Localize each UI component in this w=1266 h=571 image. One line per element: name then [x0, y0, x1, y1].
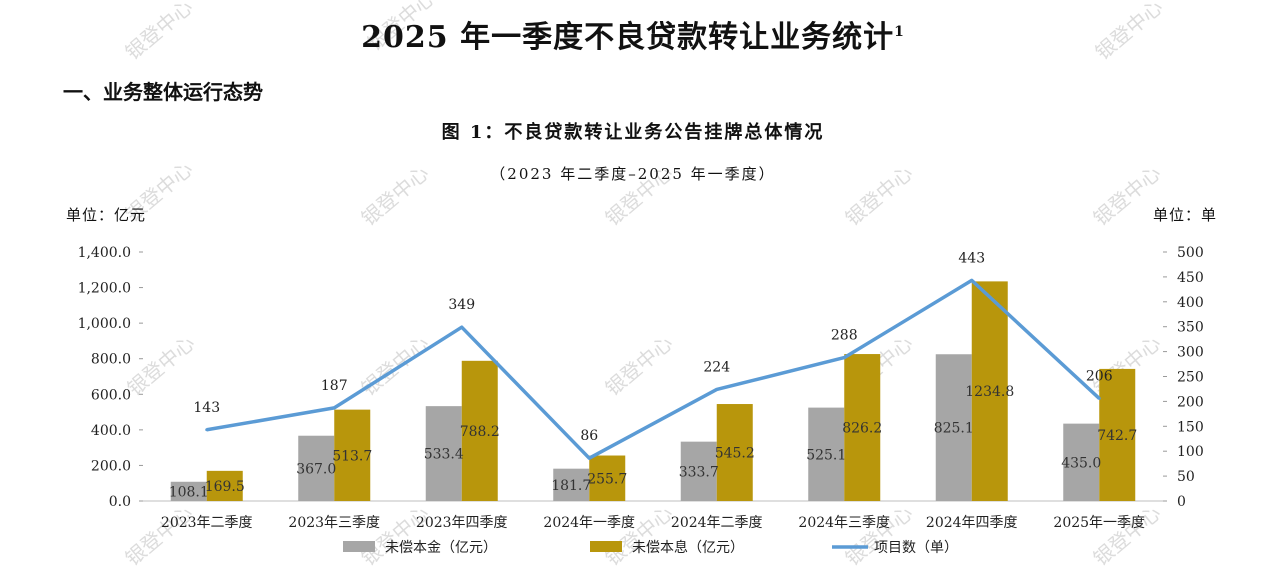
bar-principal-interest — [1099, 368, 1136, 501]
left-axis-tick-label: 200.0 — [91, 458, 131, 474]
right-axis-tick-label: 50 — [1177, 469, 1195, 485]
x-axis-tick-label: 2025年一季度 — [1053, 515, 1145, 531]
bar-principal — [170, 481, 207, 501]
right-axis-tick-label: 300 — [1177, 345, 1204, 361]
bar-data-label: 742.7 — [1097, 428, 1137, 444]
right-axis-tick-label: 100 — [1177, 444, 1204, 460]
bar-principal-interest — [334, 409, 371, 501]
line-point — [842, 356, 846, 360]
left-axis-tick-label: 0.0 — [109, 494, 131, 510]
bar-data-label: 513.7 — [332, 448, 372, 464]
line-data-label: 224 — [703, 359, 730, 375]
right-axis-tick-label: 150 — [1177, 419, 1204, 435]
bar-data-label: 333.7 — [679, 464, 719, 480]
x-axis-tick-label: 2024年一季度 — [543, 515, 635, 531]
section-heading: 一、业务整体运行态势 — [63, 80, 263, 104]
x-axis-tick-label: 2024年四季度 — [926, 515, 1018, 531]
bar-data-label: 181.7 — [551, 478, 591, 494]
legend-label: 项目数（单） — [874, 540, 958, 556]
line-point — [332, 406, 336, 410]
bar-principal-interest — [589, 455, 626, 501]
legend-label: 未偿本金（亿元） — [385, 540, 497, 556]
left-axis-tick-label: 800.0 — [91, 352, 131, 368]
line-data-label: 86 — [580, 428, 598, 444]
chart-title: 图 1：不良贷款转让业务公告挂牌总体情况 — [441, 122, 825, 143]
line-data-label: 187 — [321, 378, 348, 394]
bar-principal-interest — [971, 281, 1008, 501]
bar-principal — [680, 441, 717, 501]
line-data-label: 288 — [831, 328, 858, 344]
page-title-text: 2025 年一季度不良贷款转让业务统计 — [361, 20, 895, 55]
line-data-label: 443 — [958, 250, 985, 266]
right-axis-tick-label: 400 — [1177, 295, 1204, 311]
bar-data-label: 788.2 — [460, 424, 500, 440]
line-data-label: 143 — [193, 400, 220, 416]
bar-principal — [1063, 423, 1100, 501]
bar-data-label: 826.2 — [842, 421, 882, 437]
right-axis-tick-label: 250 — [1177, 370, 1204, 386]
bar-principal-interest — [206, 470, 243, 501]
bar-data-label: 255.7 — [587, 471, 627, 487]
title-footnote-marker: 1 — [894, 24, 905, 40]
x-axis-tick-label: 2023年三季度 — [288, 515, 380, 531]
bar-principal — [808, 407, 845, 501]
bar-data-label: 825.1 — [934, 421, 974, 437]
right-axis-unit: 单位：单 — [1153, 206, 1218, 224]
left-axis-tick-label: 1,200.0 — [78, 281, 131, 297]
bar-data-label: 1234.8 — [965, 384, 1014, 400]
x-axis-tick-label: 2023年四季度 — [416, 515, 508, 531]
line-point — [460, 325, 464, 329]
right-axis-tick-label: 450 — [1177, 270, 1204, 286]
x-axis-tick-label: 2023年二季度 — [161, 515, 253, 531]
line-point — [587, 456, 591, 460]
legend-swatch — [343, 541, 375, 552]
chart-subtitle: （2023 年二季度–2025 年一季度） — [490, 165, 776, 183]
right-axis-tick-label: 500 — [1177, 245, 1204, 261]
bar-data-label: 533.4 — [424, 447, 464, 463]
line-point — [1097, 396, 1101, 400]
line-point — [205, 428, 209, 432]
bar-principal — [553, 468, 590, 501]
left-axis-tick-label: 600.0 — [91, 387, 131, 403]
bar-principal — [425, 406, 462, 501]
bar-principal-interest — [716, 404, 753, 501]
right-axis-tick-label: 0 — [1177, 494, 1186, 510]
bar-principal-interest — [844, 354, 881, 501]
bar-data-label: 525.1 — [806, 447, 846, 463]
left-axis-tick-label: 1,400.0 — [78, 245, 131, 261]
line-point — [970, 278, 974, 282]
line-data-label: 206 — [1086, 368, 1113, 384]
legend-swatch — [590, 541, 622, 552]
legend-label: 未偿本息（亿元） — [632, 539, 744, 556]
bar-principal — [935, 354, 972, 501]
left-axis-tick-label: 1,000.0 — [78, 316, 131, 332]
bar-principal — [298, 435, 335, 501]
page-title: 2025 年一季度不良贷款转让业务统计1 — [0, 12, 1266, 56]
right-axis-tick-label: 200 — [1177, 394, 1204, 410]
left-axis-tick-label: 400.0 — [91, 423, 131, 439]
bar-data-label: 435.0 — [1061, 455, 1101, 471]
bar-data-label: 367.0 — [296, 461, 336, 477]
line-data-label: 349 — [448, 297, 475, 313]
x-axis-tick-label: 2024年二季度 — [671, 515, 763, 531]
bar-data-label: 545.2 — [715, 446, 755, 462]
line-point — [715, 387, 719, 391]
bar-data-label: 108.1 — [169, 484, 209, 500]
right-axis-tick-label: 350 — [1177, 320, 1204, 336]
x-axis-tick-label: 2024年三季度 — [798, 515, 890, 531]
bar-data-label: 169.5 — [205, 479, 245, 495]
bar-principal-interest — [461, 360, 498, 501]
left-axis-unit: 单位：亿元 — [66, 206, 147, 224]
project-count-line — [206, 278, 1101, 460]
